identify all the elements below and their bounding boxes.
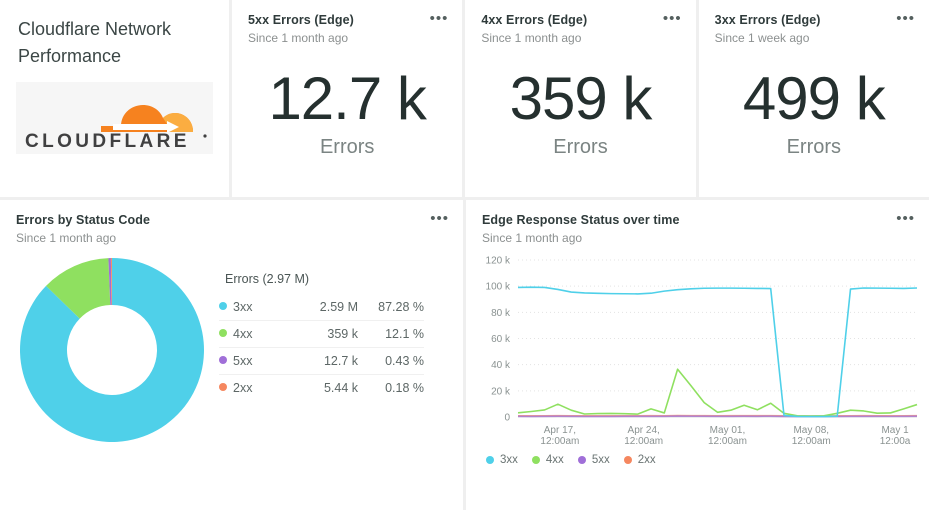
panel-title: Edge Response Status over time xyxy=(482,213,680,227)
stat-value: 12.7 k xyxy=(268,65,426,132)
legend-color-dot xyxy=(623,456,632,464)
cloudflare-logo: CLOUDFLARE xyxy=(16,82,213,154)
panel-subtitle: Since 1 month ago xyxy=(16,231,117,245)
panel-subtitle: Since 1 month ago xyxy=(248,31,349,45)
legend-color-dot xyxy=(486,456,494,464)
table-row[interactable]: 2xx 5.44 k 0.18 % xyxy=(219,374,424,401)
legend-color-dot xyxy=(219,383,227,391)
edge-response-status-panel: ••• Edge Response Status over time Since… xyxy=(466,200,929,510)
timeseries-legend: 3xx 4xx 5xx 2xx xyxy=(466,454,929,466)
donut-chart-svg xyxy=(19,258,204,442)
panel-title: 4xx Errors (Edge) xyxy=(481,13,588,27)
legend-percent-cell: 0.43 % xyxy=(358,347,424,375)
legend-color-dot xyxy=(219,302,227,310)
y-tick-label: 120 k xyxy=(486,256,511,267)
stat-value: 359 k xyxy=(509,65,653,132)
table-row[interactable]: 5xx 12.7 k 0.43 % xyxy=(219,347,424,375)
legend-value-cell: 5.44 k xyxy=(283,374,358,401)
panel-menu-icon[interactable]: ••• xyxy=(430,210,449,227)
y-tick-label: 80 k xyxy=(491,308,511,319)
legend-name-cell: 4xx xyxy=(219,320,284,348)
legend-name-cell: 5xx xyxy=(219,347,284,375)
stat-card-5xx: ••• 5xx Errors (Edge) Since 1 month ago … xyxy=(232,0,463,197)
donut-slice-4xx[interactable] xyxy=(45,258,110,319)
bottom-row: ••• Errors by Status Code Since 1 month … xyxy=(0,200,929,510)
panel-title: Errors by Status Code xyxy=(16,213,151,227)
stat-value: 499 k xyxy=(742,65,886,132)
series-line-4xx xyxy=(517,368,918,417)
panel-subtitle: Since 1 month ago xyxy=(481,31,582,45)
panel-subtitle: Since 1 month ago xyxy=(482,231,583,245)
dashboard-title: Cloudflare Network Performance xyxy=(18,19,172,66)
donut-slice-5xx[interactable] xyxy=(107,258,111,306)
legend-item[interactable]: 4xx xyxy=(531,454,564,466)
top-row: Cloudflare Network Performance CLOUDFLAR… xyxy=(0,0,929,197)
legend-color-dot xyxy=(219,329,227,337)
cloudflare-logo-svg: CLOUDFLARE xyxy=(25,105,207,150)
donut-slice-2xx[interactable] xyxy=(110,258,112,306)
x-tick-label: 12:00am xyxy=(624,436,663,447)
x-tick-label: May 01, xyxy=(710,425,746,436)
legend-value-cell: 359 k xyxy=(283,320,358,348)
branding-panel: Cloudflare Network Performance CLOUDFLAR… xyxy=(0,0,229,197)
stat-label: Errors xyxy=(786,136,842,158)
x-tick-label: 12:00am xyxy=(540,436,579,447)
legend-item[interactable]: 2xx xyxy=(623,454,656,466)
svg-text:CLOUDFLARE: CLOUDFLARE xyxy=(25,131,190,150)
table-row[interactable]: 3xx 2.59 M 87.28 % xyxy=(219,294,424,321)
legend-total-label: Errors (2.97 M) xyxy=(225,272,310,286)
legend-percent-cell: 87.28 % xyxy=(378,300,424,314)
legend-value-cell: 2.59 M xyxy=(319,300,358,314)
legend-percent-cell: 0.18 % xyxy=(358,374,424,401)
y-tick-label: 60 k xyxy=(491,334,511,345)
panel-menu-icon[interactable]: ••• xyxy=(662,10,682,27)
x-tick-label: Apr 24, xyxy=(628,425,660,436)
x-tick-label: 12:00am xyxy=(792,436,831,447)
legend-item[interactable]: 3xx xyxy=(486,454,518,466)
x-tick-label: Apr 17, xyxy=(544,425,576,436)
legend-name-cell: 3xx xyxy=(219,294,284,321)
legend-value-cell: 12.7 k xyxy=(283,347,358,375)
donut-chart xyxy=(4,246,219,448)
panel-menu-icon[interactable]: ••• xyxy=(429,10,449,27)
panel-title: 5xx Errors (Edge) xyxy=(248,13,354,27)
panel-menu-icon[interactable]: ••• xyxy=(896,10,915,27)
series-line-3xx xyxy=(517,286,918,418)
errors-by-status-code-panel: ••• Errors by Status Code Since 1 month … xyxy=(0,200,463,510)
stat-card-3xx: ••• 3xx Errors (Edge) Since 1 week ago 4… xyxy=(698,0,929,197)
legend-percent-cell: 12.1 % xyxy=(358,320,424,348)
y-tick-label: 100 k xyxy=(486,282,511,293)
status-code-legend-table: 3xx 2.59 M 87.28 % 4xx 359 k 12.1 % 5xx xyxy=(219,294,424,401)
legend-color-dot xyxy=(219,356,227,364)
panel-menu-icon[interactable]: ••• xyxy=(896,210,915,227)
y-tick-label: 0 xyxy=(504,413,510,424)
panel-subtitle: Since 1 week ago xyxy=(714,31,810,45)
x-tick-label: May 08, xyxy=(793,425,829,436)
table-row[interactable]: 4xx 359 k 12.1 % xyxy=(219,320,424,348)
legend-item[interactable]: 5xx xyxy=(577,454,610,466)
donut-slice-3xx[interactable] xyxy=(19,258,204,442)
x-tick-label: 12:00a xyxy=(880,436,911,447)
y-tick-label: 20 k xyxy=(491,386,511,397)
legend-name-cell: 2xx xyxy=(219,374,284,401)
legend-color-dot xyxy=(531,456,540,464)
timeseries-chart: 0 20 k 40 k 60 k 80 k 100 k 120 k Apr 17, 12:00a… xyxy=(466,252,929,452)
legend-color-dot xyxy=(577,456,586,464)
series-line-5xx xyxy=(517,415,918,418)
stat-label: Errors xyxy=(553,136,608,158)
x-tick-label: 12:00am xyxy=(708,436,747,447)
panel-title: 3xx Errors (Edge) xyxy=(714,13,821,27)
stat-label: Errors xyxy=(319,136,375,158)
x-tick-label: May 1 xyxy=(881,425,909,436)
y-tick-label: 40 k xyxy=(491,360,511,371)
stat-card-4xx: ••• 4xx Errors (Edge) Since 1 month ago … xyxy=(465,0,696,197)
